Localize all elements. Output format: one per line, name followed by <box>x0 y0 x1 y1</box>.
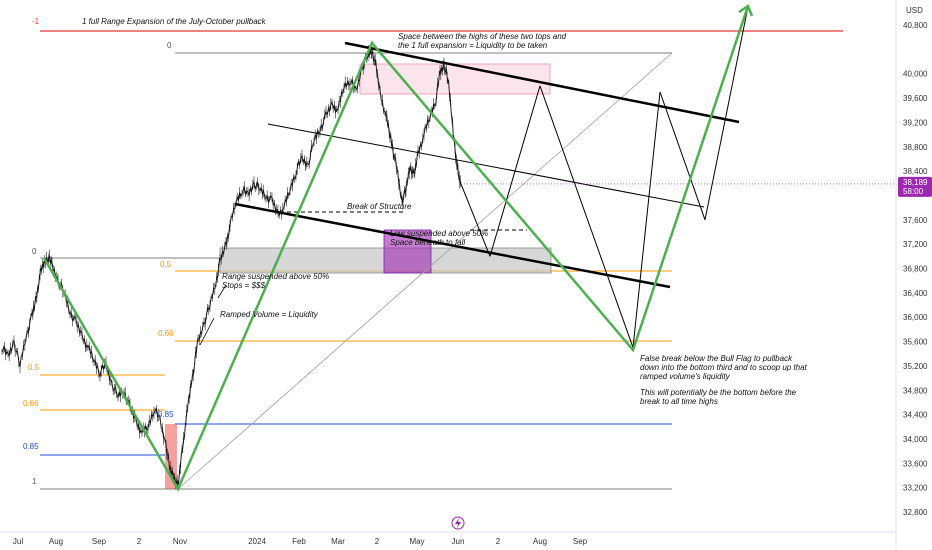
x-tick-label: Jun <box>452 537 465 546</box>
note-bottom-line1: This will potentially be the bottom befo… <box>640 388 797 397</box>
x-tick-label: 2024 <box>248 537 266 546</box>
y-tick-label: 36,000 <box>903 313 928 322</box>
x-tick-label: Feb <box>292 537 306 546</box>
note-false-break-line1: False break below the Bull Flag to pullb… <box>640 354 793 363</box>
projection-segment <box>460 183 491 257</box>
x-tick-label: 2 <box>137 537 142 546</box>
x-tick-label: Mar <box>331 537 345 546</box>
x-tick-label: Sep <box>92 537 107 546</box>
x-tick-label: Jul <box>13 537 23 546</box>
impulse-legs <box>42 5 750 492</box>
fib-label-half-right: 0.5 <box>160 260 172 269</box>
current-price-value: 38,189 <box>903 178 928 187</box>
channel-lower-line <box>234 202 671 289</box>
x-tick-label: May <box>409 537 424 546</box>
projection-segment <box>659 91 706 220</box>
x-tick-label: Aug <box>533 537 547 546</box>
note-bottom-line2: break to all time highs <box>640 397 718 406</box>
note-range-expansion: 1 full Range Expansion of the July-Octob… <box>82 17 267 26</box>
note-range-suspended-line1: Range suspended above 50% <box>222 272 329 281</box>
y-tick-label: 33,200 <box>903 484 928 493</box>
stops-arrow <box>217 284 227 299</box>
current-price-badge-bg <box>898 176 932 197</box>
price-axis[interactable]: 40,800 40,000 39,600 39,200 38,800 38,400 37,6… <box>903 21 928 517</box>
projection-segment <box>539 85 634 348</box>
fib-label-zero-top: 0 <box>167 41 172 50</box>
time-axis[interactable]: Jul Aug Sep 2 Nov 2024 Feb Mar 2 May Jun 2 Aug Sep <box>13 537 588 546</box>
note-tops-line2: the 1 full expansion = Liquidity to be t… <box>398 41 548 50</box>
fib-label-85-mid: 0.85 <box>158 410 174 419</box>
projection-segment <box>632 91 661 348</box>
y-tick-label: 34,800 <box>903 386 928 395</box>
price-series <box>1 44 462 489</box>
lightning-icon[interactable] <box>451 516 465 530</box>
y-tick-label: 33,600 <box>903 459 928 468</box>
y-tick-label: 36,400 <box>903 289 928 298</box>
note-false-break-line2: down into the bottom third and to scoop … <box>640 363 808 372</box>
projection-series <box>460 6 896 348</box>
fib-label-minus1: -1 <box>32 17 40 26</box>
x-tick-label: Sep <box>573 537 588 546</box>
y-tick-label: 34,400 <box>903 411 928 420</box>
target-arrowhead <box>738 4 754 17</box>
y-tick-label: 39,200 <box>903 118 928 127</box>
note-space-beneath: Space beneath to fall <box>390 238 465 247</box>
y-tick-label: 35,600 <box>903 338 928 347</box>
currency-label: USD <box>906 6 923 15</box>
fib-label-66-right: 0.66 <box>158 329 174 338</box>
note-low-suspended: Low suspended above 50% <box>390 229 488 238</box>
fib-label-one: 1 <box>32 477 37 486</box>
y-tick-label: 34,000 <box>903 435 928 444</box>
fib-label-zero-left: 0 <box>32 247 37 256</box>
x-tick-label: 2 <box>375 537 380 546</box>
y-tick-label: 37,600 <box>903 216 928 225</box>
y-tick-label: 39,600 <box>903 94 928 103</box>
fib-label-half-left: 0.5 <box>28 363 40 372</box>
current-price-countdown: 58:00 <box>903 187 924 196</box>
price-line <box>1 49 462 485</box>
y-tick-label: 38,400 <box>903 167 928 176</box>
y-tick-label: 40,800 <box>903 21 928 30</box>
note-break-of-structure: Break of Structure <box>347 202 412 211</box>
x-tick-label: Aug <box>49 537 63 546</box>
projection-segment <box>704 6 749 220</box>
x-tick-label: Nov <box>173 537 187 546</box>
x-tick-label: 2 <box>496 537 501 546</box>
channel-middle-line <box>267 123 705 208</box>
note-false-break-line3: ramped volume's liquidity <box>640 372 731 381</box>
note-ramped-volume: Ramped Volume = Liquidity <box>220 310 319 319</box>
y-tick-label: 32,800 <box>903 508 928 517</box>
note-tops-line1: Space between the highs of these two top… <box>398 32 567 41</box>
fib-label-85-left: 0.85 <box>23 442 39 451</box>
current-price-badge: 38,189 58:00 <box>898 176 932 197</box>
y-tick-label: 40,000 <box>903 70 928 79</box>
channel-upper-line <box>344 41 740 124</box>
y-tick-label: 36,800 <box>903 265 928 274</box>
volume-arrow <box>199 317 215 346</box>
note-range-suspended-line2: Stops = $$$ <box>222 281 265 290</box>
y-tick-label: 38,800 <box>903 143 928 152</box>
y-tick-label: 35,200 <box>903 362 928 371</box>
y-tick-label: 37,200 <box>903 240 928 249</box>
projection-segment <box>489 85 541 257</box>
fib-label-66-left: 0.66 <box>23 399 39 408</box>
expansion-diagonal <box>177 52 673 490</box>
